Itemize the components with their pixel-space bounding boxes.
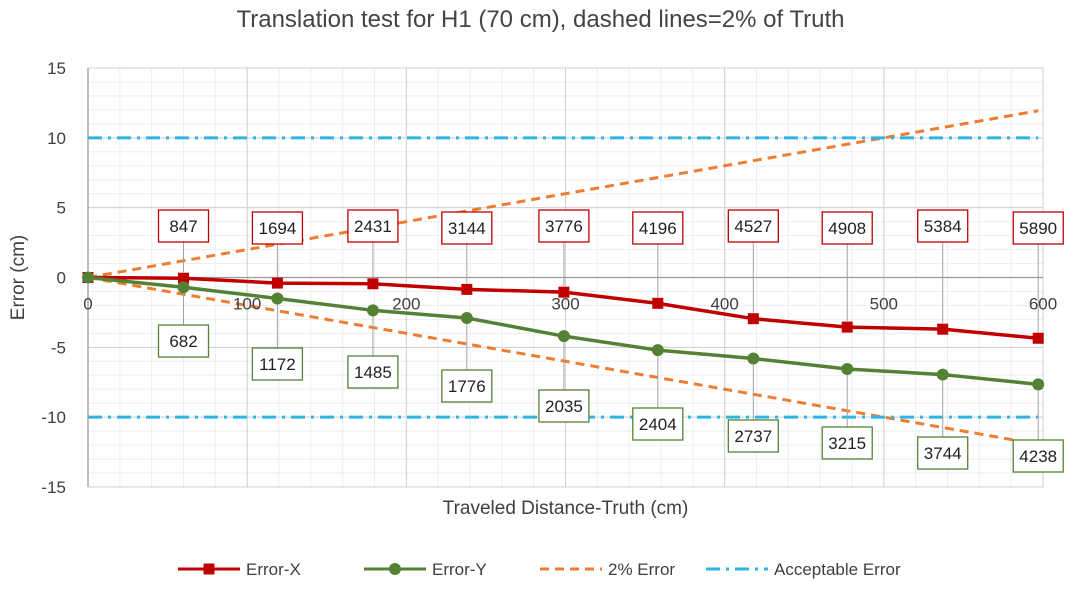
y-tick-label: -10 bbox=[41, 408, 66, 427]
data-point-error-x bbox=[271, 277, 283, 289]
data-label-box-error-y bbox=[632, 407, 684, 441]
data-point-error-y bbox=[460, 312, 473, 325]
data-label-error-x: 2431 bbox=[354, 217, 392, 236]
data-point-error-y bbox=[366, 304, 379, 317]
x-tick-label: 600 bbox=[1029, 295, 1057, 314]
data-label-error-x: 4196 bbox=[639, 219, 677, 238]
legend: Error-X Error-Y 2% Error Acceptable Error bbox=[178, 560, 901, 579]
data-label-box-error-x bbox=[632, 211, 684, 245]
y-tick-label: -5 bbox=[51, 338, 66, 357]
legend-label-error-x: Error-X bbox=[246, 560, 301, 579]
data-label-box-error-y bbox=[441, 369, 493, 403]
data-point-error-y bbox=[177, 281, 190, 294]
data-label-box-error-y bbox=[157, 324, 210, 358]
data-label-error-y: 1172 bbox=[259, 355, 296, 374]
data-label-error-y: 3215 bbox=[828, 434, 866, 453]
data-point-error-x bbox=[841, 321, 853, 333]
chart-title: Translation test for H1 (70 cm), dashed … bbox=[236, 6, 845, 33]
data-label-box-error-y bbox=[347, 355, 399, 389]
data-label-box-error-y bbox=[727, 419, 779, 453]
data-label-box-error-x bbox=[538, 209, 590, 243]
data-label-box-error-x bbox=[441, 211, 493, 245]
data-point-error-y bbox=[557, 330, 570, 343]
data-label-error-x: 4908 bbox=[828, 219, 866, 238]
data-label-error-y: 2035 bbox=[545, 397, 583, 416]
y-tick-label: 15 bbox=[47, 59, 66, 78]
legend-marker-error-x bbox=[203, 563, 215, 575]
y-tick-label: -15 bbox=[41, 478, 66, 497]
data-point-error-x bbox=[747, 313, 759, 325]
data-point-error-x bbox=[652, 297, 664, 309]
legend-label-error-y: Error-Y bbox=[432, 560, 487, 579]
series bbox=[82, 271, 1045, 391]
data-label-box-error-x bbox=[821, 211, 873, 245]
data-label-box-error-y bbox=[251, 347, 304, 381]
data-label-error-y: 2404 bbox=[639, 415, 677, 434]
data-label-error-y: 4238 bbox=[1019, 447, 1057, 466]
axes: 0 100 200 300 400 500 600 15 10 5 0 -5 -10 -15 Travele… bbox=[8, 59, 1057, 519]
x-tick-label: 100 bbox=[233, 295, 261, 314]
data-label-error-y: 682 bbox=[169, 332, 197, 351]
data-label-box-error-x bbox=[917, 209, 969, 243]
data-label-box-error-x bbox=[157, 209, 210, 243]
data-point-error-x bbox=[937, 323, 949, 335]
y-tick-label: 5 bbox=[57, 199, 66, 218]
data-point-error-x bbox=[367, 278, 379, 290]
data-label-error-y: 1485 bbox=[354, 363, 392, 382]
data-label-box-error-y bbox=[917, 436, 969, 470]
data-label-error-y: 2737 bbox=[734, 427, 772, 446]
data-label-error-x: 847 bbox=[169, 217, 197, 236]
data-label-box-error-y bbox=[538, 389, 590, 423]
data-point-error-y bbox=[841, 362, 854, 375]
leader-lines bbox=[183, 242, 1039, 440]
x-tick-label: 500 bbox=[870, 295, 898, 314]
data-labels: 847 1694 2431 3144 3776 4196 4527 4908 5384 5890 6… bbox=[157, 209, 1064, 473]
data-point-error-x bbox=[461, 283, 473, 295]
data-label-error-y: 3744 bbox=[924, 444, 962, 463]
data-label-error-x: 5384 bbox=[924, 217, 962, 236]
y-tick-label: 0 bbox=[57, 269, 66, 288]
data-label-box-error-y bbox=[821, 426, 873, 460]
x-tick-label: 200 bbox=[392, 295, 420, 314]
data-point-error-y bbox=[747, 352, 760, 365]
x-tick-label: 400 bbox=[710, 295, 738, 314]
legend-label-acceptable-error: Acceptable Error bbox=[774, 560, 901, 579]
legend-label-2-error: 2% Error bbox=[608, 560, 675, 579]
data-label-box-error-x bbox=[347, 209, 399, 243]
data-label-box-error-x bbox=[727, 209, 779, 243]
x-axis-title: Traveled Distance-Truth (cm) bbox=[443, 498, 689, 519]
data-point-error-y bbox=[651, 344, 664, 357]
data-label-error-y: 1776 bbox=[448, 377, 486, 396]
data-label-error-x: 1694 bbox=[258, 219, 296, 238]
data-label-error-x: 5890 bbox=[1019, 219, 1057, 238]
data-point-error-y bbox=[271, 292, 284, 305]
data-point-error-x bbox=[1032, 332, 1044, 344]
y-tick-label: 10 bbox=[47, 129, 66, 148]
data-point-error-y bbox=[82, 271, 94, 284]
data-point-error-y bbox=[936, 368, 949, 381]
data-point-error-y bbox=[1032, 378, 1045, 391]
data-label-box-error-x bbox=[251, 211, 304, 245]
data-point-error-x bbox=[558, 286, 570, 298]
y-axis-title: Error (cm) bbox=[8, 235, 29, 320]
data-label-error-x: 3144 bbox=[448, 219, 486, 238]
data-label-error-x: 4527 bbox=[734, 217, 772, 236]
data-label-box-error-y bbox=[1012, 439, 1064, 473]
x-tick-label: 0 bbox=[83, 295, 92, 314]
data-point-error-x bbox=[178, 272, 189, 284]
data-label-error-x: 3776 bbox=[545, 217, 583, 236]
legend-marker-error-y bbox=[389, 563, 401, 575]
data-label-box-error-x bbox=[1012, 211, 1064, 245]
x-tick-label: 300 bbox=[551, 295, 579, 314]
